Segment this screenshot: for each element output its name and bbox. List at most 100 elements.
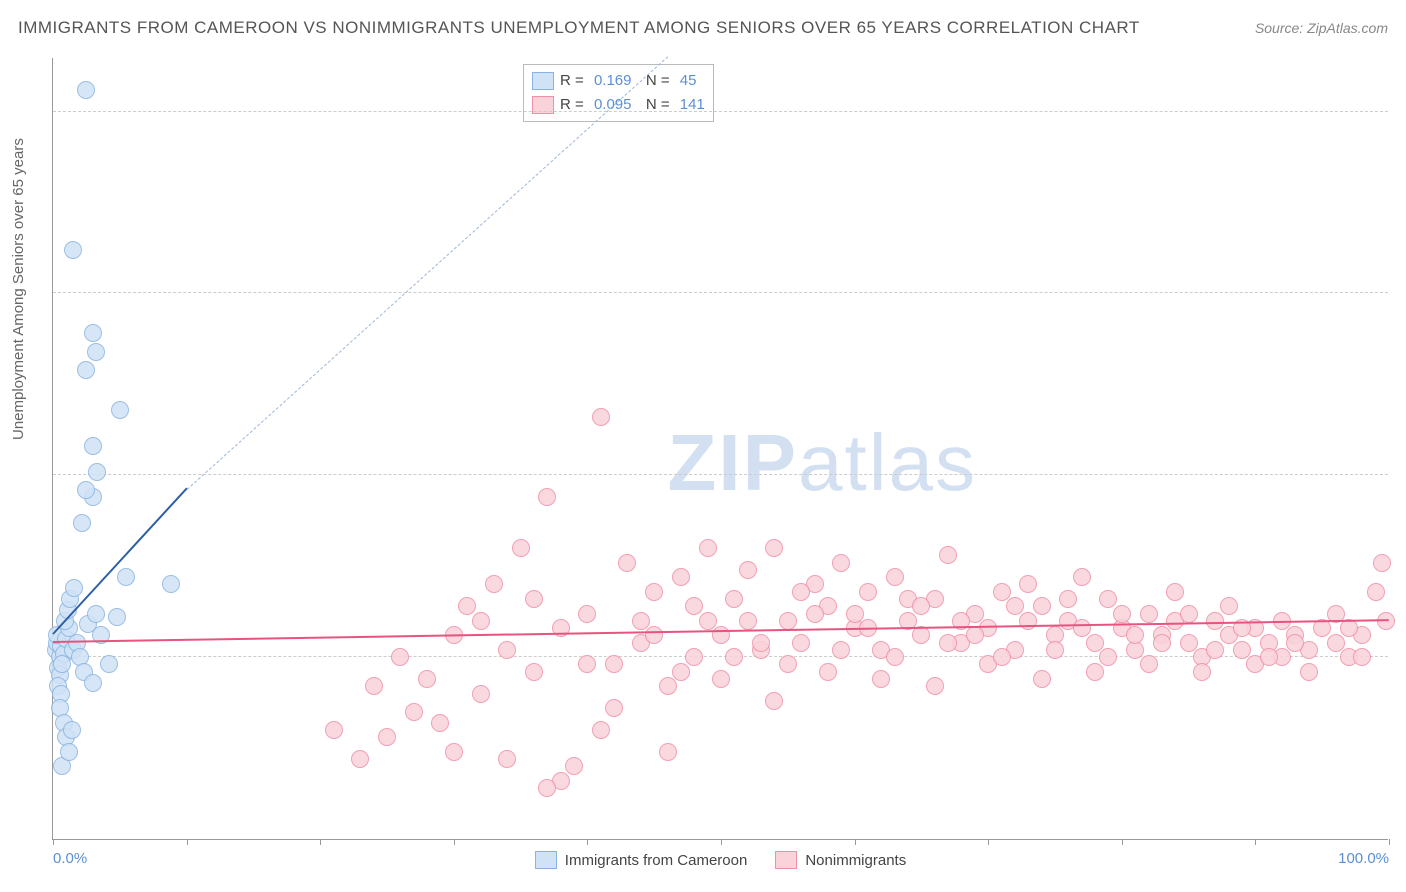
data-point [1059, 612, 1077, 630]
data-point [52, 685, 70, 703]
data-point [1246, 655, 1264, 673]
data-point [939, 546, 957, 564]
data-point [752, 634, 770, 652]
data-point [60, 743, 78, 761]
xtick [53, 839, 54, 845]
data-point [1153, 626, 1171, 644]
data-point [846, 605, 864, 623]
data-point [659, 743, 677, 761]
data-point [912, 597, 930, 615]
data-point [75, 663, 93, 681]
data-point [51, 666, 69, 684]
data-point [1140, 655, 1158, 673]
data-point [1059, 590, 1077, 608]
stats-row-blue: R = 0.169 N = 45 [532, 69, 705, 93]
data-point [53, 655, 71, 673]
stats-legend: R = 0.169 N = 45 R = 0.095 N = 141 [523, 64, 714, 122]
watermark: ZIPatlas [668, 417, 977, 509]
n-label: N = [637, 69, 673, 93]
y-axis-label: Unemployment Among Seniors over 65 years [10, 138, 27, 440]
data-point [405, 703, 423, 721]
stats-row-pink: R = 0.095 N = 141 [532, 93, 705, 117]
xtick [587, 839, 588, 845]
data-point [1353, 626, 1371, 644]
data-point [77, 81, 95, 99]
data-point [73, 514, 91, 532]
data-point [952, 634, 970, 652]
xtick [187, 839, 188, 845]
data-point [819, 663, 837, 681]
data-point [806, 605, 824, 623]
data-point [1166, 583, 1184, 601]
watermark-normal: atlas [798, 418, 977, 507]
data-point [565, 757, 583, 775]
data-point [538, 779, 556, 797]
data-point [63, 721, 81, 739]
data-point [792, 583, 810, 601]
data-point [939, 634, 957, 652]
data-point [378, 728, 396, 746]
data-point [512, 539, 530, 557]
data-point [725, 648, 743, 666]
data-point [672, 663, 690, 681]
data-point [1019, 575, 1037, 593]
data-point [1033, 670, 1051, 688]
data-point [77, 481, 95, 499]
swatch-blue [535, 851, 557, 869]
data-point [49, 677, 67, 695]
data-point [1220, 626, 1238, 644]
data-point [84, 488, 102, 506]
data-point [765, 539, 783, 557]
data-point [1073, 568, 1091, 586]
legend-label-blue: Immigrants from Cameroon [565, 852, 748, 869]
data-point [1086, 663, 1104, 681]
legend-item-pink: Nonimmigrants [775, 851, 906, 869]
data-point [1166, 612, 1184, 630]
data-point [1206, 612, 1224, 630]
data-point [632, 634, 650, 652]
data-point [699, 612, 717, 630]
data-point [1099, 648, 1117, 666]
data-point [538, 488, 556, 506]
data-point [1300, 663, 1318, 681]
data-point [1140, 605, 1158, 623]
watermark-bold: ZIP [668, 418, 798, 507]
data-point [1033, 597, 1051, 615]
data-point [1260, 648, 1278, 666]
data-point [552, 772, 570, 790]
data-point [1006, 597, 1024, 615]
n-value-blue: 45 [680, 69, 697, 93]
data-point [739, 561, 757, 579]
data-point [418, 670, 436, 688]
data-point [108, 608, 126, 626]
data-point [578, 655, 596, 673]
trendline [53, 619, 1389, 643]
data-point [993, 583, 1011, 601]
xtick [855, 839, 856, 845]
data-point [65, 579, 83, 597]
data-point [605, 655, 623, 673]
source-label: Source: ZipAtlas.com [1255, 20, 1388, 36]
data-point [1113, 605, 1131, 623]
xtick-label: 100.0% [1338, 850, 1389, 867]
data-point [472, 685, 490, 703]
data-point [832, 554, 850, 572]
data-point [77, 361, 95, 379]
gridline [53, 656, 1388, 657]
data-point [1373, 554, 1391, 572]
data-point [739, 612, 757, 630]
data-point [1113, 619, 1131, 637]
data-point [1180, 634, 1198, 652]
data-point [618, 554, 636, 572]
data-point [64, 241, 82, 259]
data-point [592, 408, 610, 426]
data-point [87, 605, 105, 623]
data-point [57, 728, 75, 746]
data-point [84, 674, 102, 692]
data-point [79, 615, 97, 633]
data-point [699, 539, 717, 557]
data-point [51, 699, 69, 717]
data-point [351, 750, 369, 768]
data-point [886, 568, 904, 586]
r-label: R = [560, 93, 588, 117]
